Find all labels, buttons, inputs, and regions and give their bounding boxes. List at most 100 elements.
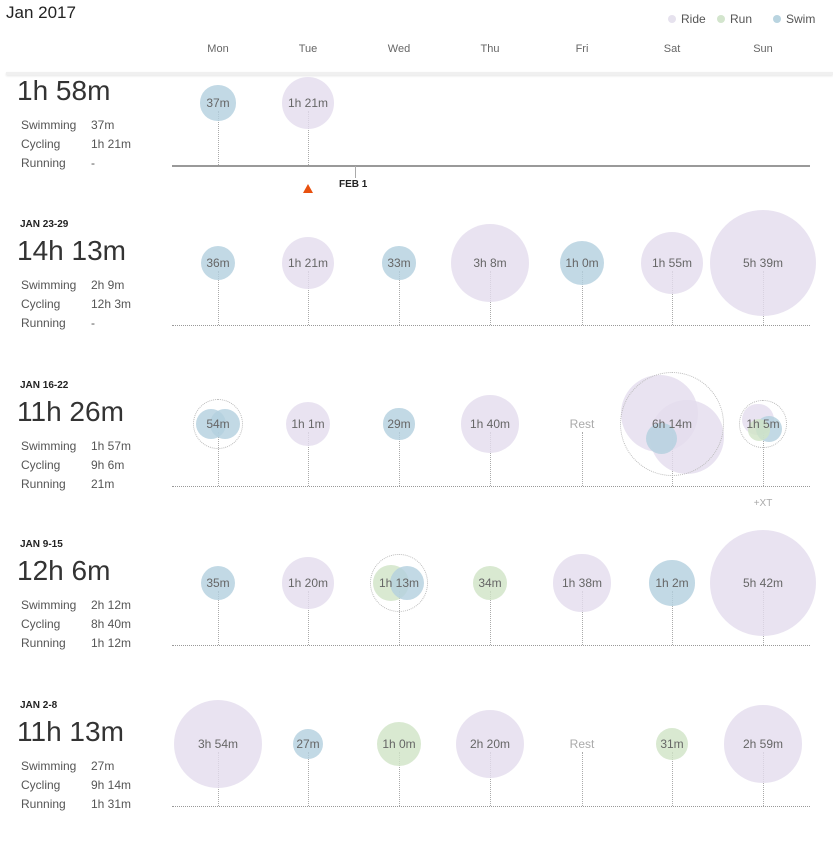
ride-bubble[interactable] bbox=[461, 395, 519, 453]
breakdown-name: Swimming bbox=[21, 439, 77, 453]
breakdown-name: Cycling bbox=[21, 617, 61, 631]
day-stem bbox=[672, 752, 673, 806]
day-duration: 3h 8m bbox=[473, 256, 507, 270]
swim-bubble[interactable] bbox=[200, 565, 236, 601]
day-stem bbox=[218, 591, 219, 645]
day-stem bbox=[399, 752, 400, 806]
day-header-tue: Tue bbox=[298, 43, 318, 55]
breakdown-row-cycling: Cycling 9h 6m bbox=[21, 458, 124, 472]
legend-dot-icon bbox=[668, 15, 676, 23]
breakdown-name: Swimming bbox=[21, 598, 77, 612]
run-bubble[interactable] bbox=[376, 721, 422, 767]
legend-item-swim[interactable]: Swim bbox=[773, 12, 815, 26]
day-stem bbox=[218, 432, 219, 486]
day-stem bbox=[308, 591, 309, 645]
day-stem bbox=[672, 591, 673, 645]
week-baseline bbox=[172, 645, 810, 646]
day-stem bbox=[308, 752, 309, 806]
legend-dot-icon bbox=[717, 15, 725, 23]
run-bubble[interactable] bbox=[655, 727, 689, 761]
breakdown-value: 1h 21m bbox=[91, 137, 132, 151]
swim-bubble[interactable] bbox=[559, 240, 605, 286]
swim-bubble[interactable] bbox=[293, 729, 323, 759]
ride-bubble[interactable] bbox=[709, 529, 817, 637]
week-total: 14h 13m bbox=[17, 235, 126, 266]
day-duration: 1h 2m bbox=[655, 576, 689, 590]
multi-activity-ring bbox=[739, 400, 787, 448]
day-duration: 2h 59m bbox=[742, 737, 784, 751]
breakdown-row-running: Running - bbox=[21, 316, 95, 330]
breakdown-row-running: Running 21m bbox=[21, 477, 114, 491]
swim-bubble[interactable] bbox=[649, 560, 695, 606]
feb-1-label: FEB 1 bbox=[339, 179, 368, 190]
breakdown-value: 21m bbox=[91, 477, 115, 491]
day-header-fri: Fri bbox=[575, 43, 589, 55]
rest-label: Rest bbox=[569, 737, 595, 751]
swim-bubble[interactable] bbox=[200, 85, 236, 121]
ride-bubble[interactable] bbox=[282, 237, 334, 289]
feb-1-tick bbox=[355, 166, 356, 178]
day-duration: 2h 20m bbox=[469, 737, 511, 751]
ride-bubble[interactable] bbox=[285, 401, 331, 447]
ride-bubble[interactable] bbox=[450, 223, 530, 303]
breakdown-name: Running bbox=[21, 156, 66, 170]
breakdown-value: 9h 14m bbox=[91, 778, 132, 792]
breakdown-value: 1h 12m bbox=[91, 636, 132, 650]
breakdown-name: Swimming bbox=[21, 278, 77, 292]
breakdown-row-cycling: Cycling 9h 14m bbox=[21, 778, 131, 792]
ride-bubble[interactable] bbox=[641, 232, 703, 294]
day-stem bbox=[582, 591, 583, 645]
breakdown-name: Running bbox=[21, 636, 66, 650]
breakdown-name: Cycling bbox=[21, 458, 61, 472]
day-duration: 37m bbox=[206, 96, 230, 110]
breakdown-row-cycling: Cycling 1h 21m bbox=[21, 137, 131, 151]
week-total: 11h 13m bbox=[17, 716, 124, 747]
breakdown-value: 27m bbox=[91, 759, 115, 773]
multi-activity-ring bbox=[619, 371, 725, 477]
breakdown-name: Cycling bbox=[21, 778, 61, 792]
legend-item-ride[interactable]: Ride bbox=[668, 12, 706, 26]
day-stem bbox=[763, 432, 764, 486]
day-stem bbox=[308, 271, 309, 325]
ride-bubble[interactable] bbox=[455, 709, 525, 779]
breakdown-value: 9h 6m bbox=[91, 458, 125, 472]
swim-bubble[interactable] bbox=[200, 245, 236, 281]
day-stem bbox=[582, 752, 583, 806]
day-duration: 33m bbox=[387, 256, 411, 270]
day-stem bbox=[672, 271, 673, 325]
ride-bubble[interactable] bbox=[724, 705, 802, 783]
day-duration: 34m bbox=[478, 576, 502, 590]
day-stem bbox=[399, 591, 400, 645]
swim-bubble[interactable] bbox=[382, 246, 416, 280]
ride-bubble[interactable] bbox=[282, 557, 334, 609]
legend-dot-icon bbox=[773, 15, 781, 23]
ride-bubble[interactable] bbox=[709, 209, 817, 317]
breakdown-value: 8h 40m bbox=[91, 617, 132, 631]
legend-item-run[interactable]: Run bbox=[717, 12, 752, 26]
swim-bubble[interactable] bbox=[383, 408, 415, 440]
day-stem bbox=[399, 271, 400, 325]
ride-bubble[interactable] bbox=[173, 699, 263, 789]
breakdown-value: 37m bbox=[91, 118, 115, 132]
breakdown-row-running: Running - bbox=[21, 156, 95, 170]
day-header-sun: Sun bbox=[753, 43, 773, 55]
day-duration: 31m bbox=[660, 737, 684, 751]
day-stem bbox=[582, 271, 583, 325]
breakdown-name: Running bbox=[21, 477, 66, 491]
ride-bubble[interactable] bbox=[282, 77, 334, 129]
breakdown-row-running: Running 1h 12m bbox=[21, 636, 131, 650]
cross-training-label[interactable]: +XT bbox=[753, 498, 773, 509]
breakdown-row-running: Running 1h 31m bbox=[21, 797, 131, 811]
day-header-sat: Sat bbox=[663, 43, 681, 55]
breakdown-value: - bbox=[91, 316, 95, 330]
ride-bubble[interactable] bbox=[553, 554, 611, 612]
day-duration: 1h 21m bbox=[287, 256, 329, 270]
day-stem bbox=[582, 432, 583, 486]
week-total: 1h 58m bbox=[17, 75, 111, 106]
week-label: JAN 2-8 bbox=[20, 700, 58, 711]
multi-activity-ring bbox=[370, 554, 428, 612]
breakdown-name: Swimming bbox=[21, 759, 77, 773]
run-bubble[interactable] bbox=[473, 566, 507, 600]
day-stem bbox=[308, 432, 309, 486]
breakdown-value: - bbox=[91, 156, 95, 170]
